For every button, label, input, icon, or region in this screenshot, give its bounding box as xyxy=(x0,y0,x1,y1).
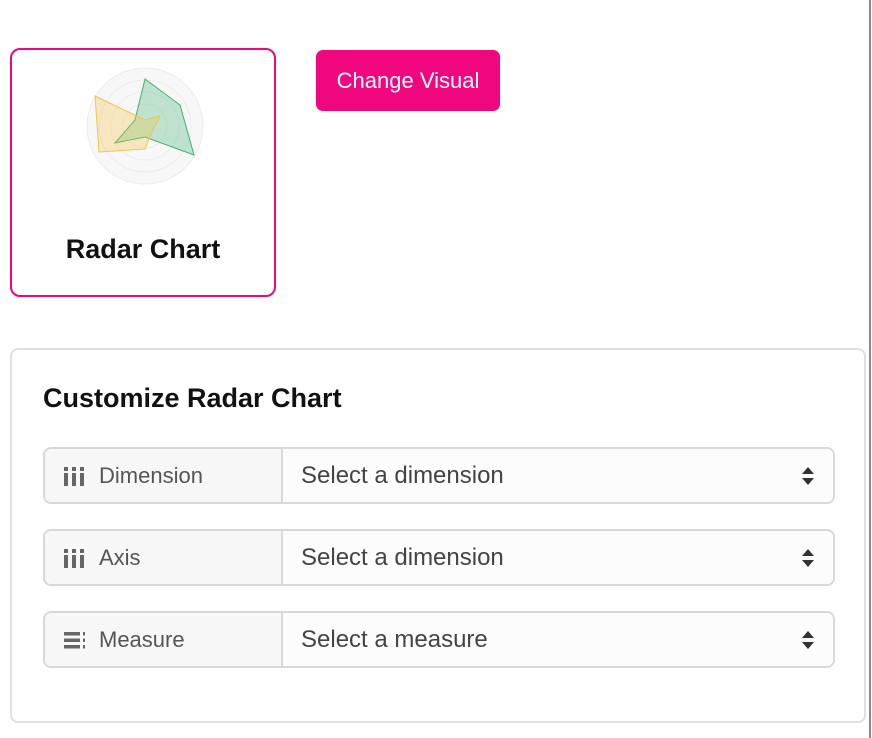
axis-label-text: Axis xyxy=(99,544,141,570)
visual-card-title: Radar Chart xyxy=(65,234,221,264)
dimension-field: Dimension Select a dimension xyxy=(43,447,835,504)
radar-chart-icon xyxy=(86,67,204,185)
sort-arrows-icon xyxy=(802,466,814,485)
dimension-icon xyxy=(63,547,85,569)
dimension-label: Dimension xyxy=(45,449,283,502)
change-visual-button[interactable]: Change Visual xyxy=(316,50,500,111)
dimension-icon xyxy=(63,465,85,487)
dimension-select-value: Select a dimension xyxy=(301,461,504,489)
customize-title: Customize Radar Chart xyxy=(43,383,342,413)
sort-arrows-icon xyxy=(802,548,814,567)
axis-select-value: Select a dimension xyxy=(301,543,504,571)
axis-label: Axis xyxy=(45,531,283,584)
dimension-select[interactable]: Select a dimension xyxy=(283,449,833,502)
window-edge-divider xyxy=(869,0,871,738)
measure-field: Measure Select a measure xyxy=(43,611,835,668)
axis-select[interactable]: Select a dimension xyxy=(283,531,833,584)
measure-select-value: Select a measure xyxy=(301,625,488,653)
measure-icon xyxy=(63,629,85,651)
measure-label: Measure xyxy=(45,613,283,666)
visual-card-radar-chart[interactable]: Radar Chart xyxy=(10,48,276,297)
customize-panel: Customize Radar Chart Dimension Select a… xyxy=(10,348,866,723)
measure-label-text: Measure xyxy=(99,626,185,652)
sort-arrows-icon xyxy=(802,630,814,649)
measure-select[interactable]: Select a measure xyxy=(283,613,833,666)
dimension-label-text: Dimension xyxy=(99,462,203,488)
axis-field: Axis Select a dimension xyxy=(43,529,835,586)
